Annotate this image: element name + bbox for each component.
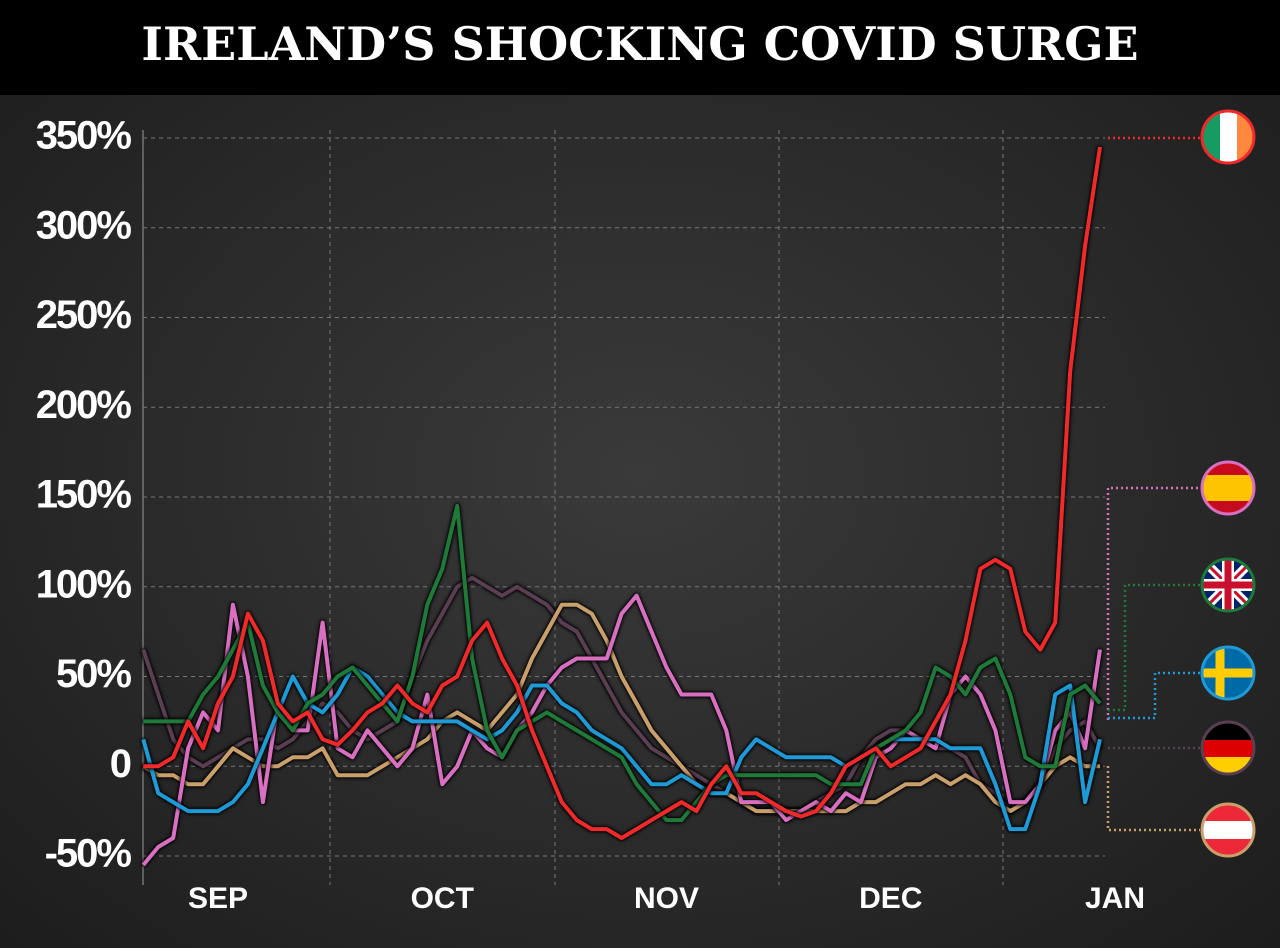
title-bar: [0, 0, 1280, 95]
series-line: [141, 575, 1102, 814]
flag-ring: [1200, 460, 1256, 516]
y-tick-label: 0: [110, 742, 131, 786]
y-tick-label: 200%: [36, 383, 132, 427]
series-line: [141, 593, 1102, 867]
flag-ring: [1200, 645, 1256, 701]
x-tick-label: DEC: [859, 882, 922, 915]
y-tick-label: -50%: [45, 832, 132, 876]
series-line: [143, 146, 1102, 840]
month-dividers: [142, 130, 1004, 885]
flag-ring: [1200, 802, 1256, 858]
y-tick-label: 100%: [36, 562, 132, 606]
flag-ring: [1200, 720, 1256, 776]
y-tick-label: 250%: [36, 293, 132, 337]
flag-ring: [1200, 557, 1256, 613]
series-line: [141, 665, 1102, 832]
x-tick-label: JAN: [1085, 882, 1145, 915]
series-line: [142, 602, 1100, 814]
flag-ring: [1200, 109, 1256, 165]
series-line: [143, 504, 1102, 823]
flags: [1200, 109, 1256, 858]
y-tick-label: 300%: [36, 203, 132, 247]
x-tick-label: NOV: [634, 882, 699, 915]
chart-title: IRELAND’S SHOCKING COVID SURGE: [141, 17, 1138, 71]
connector: [1106, 486, 1200, 720]
x-tick-label: OCT: [411, 882, 474, 915]
y-tick-label: 150%: [36, 473, 132, 517]
y-tick-label: 50%: [56, 652, 131, 696]
x-tick-label: SEP: [188, 882, 248, 915]
connector: [1106, 766, 1200, 832]
flag-connectors: [1106, 136, 1200, 832]
y-tick-label: 350%: [36, 114, 132, 158]
